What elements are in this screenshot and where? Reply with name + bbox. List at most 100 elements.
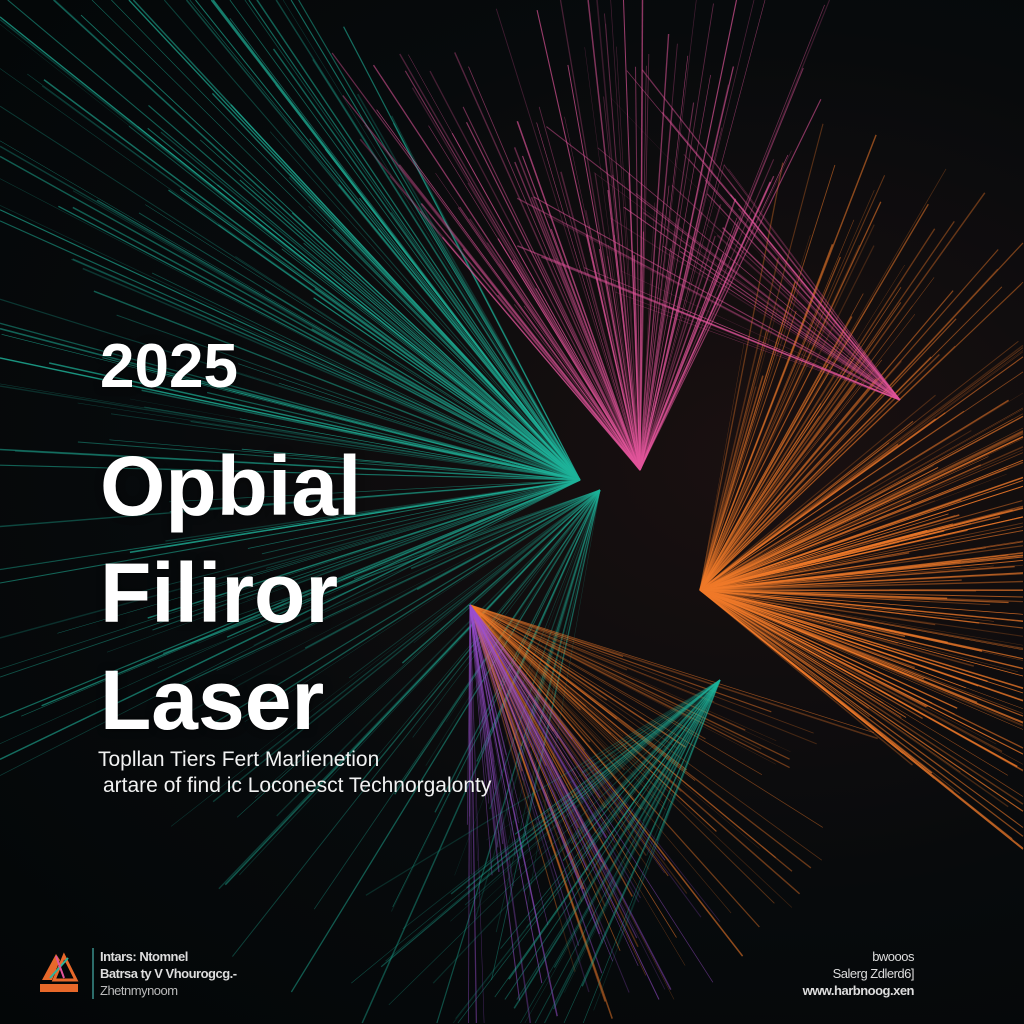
fiber-ray	[642, 211, 901, 401]
fiber-ray	[275, 0, 581, 481]
fiber-ray	[615, 291, 901, 401]
fiber-ray	[469, 604, 577, 777]
fiber-ray	[639, 43, 678, 471]
fiber-ray	[522, 679, 721, 892]
fiber-ray	[445, 489, 601, 722]
fiber-ray	[469, 604, 665, 805]
fiber-ray	[699, 589, 950, 773]
fiber-ray	[639, 98, 822, 471]
fiber-ray	[704, 179, 901, 401]
fiber-ray	[0, 479, 581, 528]
fiber-ray	[264, 289, 581, 481]
fiber-ray	[538, 106, 641, 471]
fiber-ray	[699, 430, 972, 591]
fiber-ray	[135, 467, 581, 481]
fiber-ray	[194, 479, 581, 592]
fiber-ray	[559, 0, 641, 471]
fiber-ray	[699, 589, 1024, 714]
fiber-ray	[616, 162, 901, 401]
poster-title-line-3: Laser	[100, 653, 325, 747]
fiber-ray	[278, 382, 581, 481]
fiber-ray	[452, 679, 721, 1024]
fiber-ray	[372, 64, 641, 471]
fiber-ray	[699, 589, 948, 600]
fiber-ray	[233, 322, 581, 481]
fiber-ray	[469, 604, 549, 926]
fiber-ray	[469, 604, 626, 771]
fiber-ray	[633, 302, 901, 401]
fiber-ray	[469, 604, 590, 993]
fiber-ray	[699, 589, 936, 626]
fiber-ray	[469, 604, 559, 911]
fiber-ray	[469, 604, 732, 914]
fiber-ray	[643, 679, 721, 810]
fiber-ray	[699, 314, 916, 591]
fiber-ray	[699, 360, 902, 591]
fiber-ray	[699, 589, 955, 715]
fiber-ray	[699, 427, 1024, 591]
fiber-ray	[469, 604, 666, 990]
fiber-ray	[616, 679, 721, 947]
fiber-ray	[238, 363, 581, 481]
fiber-ray	[0, 140, 581, 481]
fiber-ray	[517, 245, 901, 401]
fiber-ray	[552, 679, 721, 1010]
fiber-ray	[138, 212, 581, 481]
fiber-ray	[469, 604, 521, 1001]
fiber-ray	[469, 604, 587, 707]
fiber-ray	[536, 122, 641, 471]
fiber-ray	[639, 198, 737, 471]
fiber-ray	[469, 604, 591, 743]
fiber-ray	[582, 679, 721, 1024]
fiber-ray	[290, 489, 601, 993]
fiber-ray	[469, 604, 666, 811]
fiber-ray	[469, 604, 790, 760]
fiber-ray	[699, 293, 864, 591]
fiber-ray	[357, 93, 581, 481]
fiber-ray	[699, 298, 874, 591]
fiber-ray	[699, 310, 797, 591]
fiber-ray	[399, 53, 641, 471]
fiber-ray	[0, 479, 581, 719]
fiber-ray	[722, 227, 901, 401]
fiber-ray	[699, 514, 960, 591]
fiber-ray	[699, 579, 962, 591]
fiber-ray	[639, 159, 775, 471]
fiber-ray	[469, 604, 776, 765]
fiber-ray	[0, 357, 581, 481]
fiber-ray	[469, 604, 682, 792]
fiber-ray	[738, 208, 901, 401]
fiber-ray	[280, 489, 601, 633]
fiber-ray	[699, 589, 1024, 837]
fiber-ray	[756, 215, 901, 401]
fiber-ray	[699, 589, 916, 611]
fiber-ray	[425, 489, 601, 766]
fiber-ray	[0, 204, 581, 481]
fiber-ray	[469, 604, 688, 894]
fiber-ray	[450, 679, 721, 895]
fiber-ray	[291, 212, 581, 481]
fiber-ray	[469, 604, 777, 742]
fiber-ray	[699, 189, 875, 591]
fiber-ray	[469, 604, 536, 791]
fiber-ray	[699, 318, 957, 591]
fiber-ray	[27, 73, 581, 481]
fiber-ray	[699, 394, 936, 591]
fiber-ray	[0, 479, 581, 760]
fiber-ray	[699, 500, 912, 591]
fiber-ray	[469, 604, 601, 935]
fiber-ray	[699, 589, 897, 632]
fiber-ray	[235, 256, 581, 481]
fiber-ray	[469, 604, 584, 800]
fiber-ray	[469, 604, 823, 861]
fiber-ray	[7, 0, 581, 481]
fiber-ray	[504, 679, 721, 1000]
fiber-ray	[230, 489, 601, 618]
fiber-ray	[603, 96, 641, 471]
fiber-ray	[469, 604, 793, 872]
fiber-ray	[392, 122, 581, 481]
footer-website-link[interactable]: www.harbnoog.xen	[802, 983, 915, 998]
fiber-ray	[607, 190, 641, 471]
fiber-ray	[469, 604, 472, 875]
fiber-ray	[699, 201, 882, 591]
